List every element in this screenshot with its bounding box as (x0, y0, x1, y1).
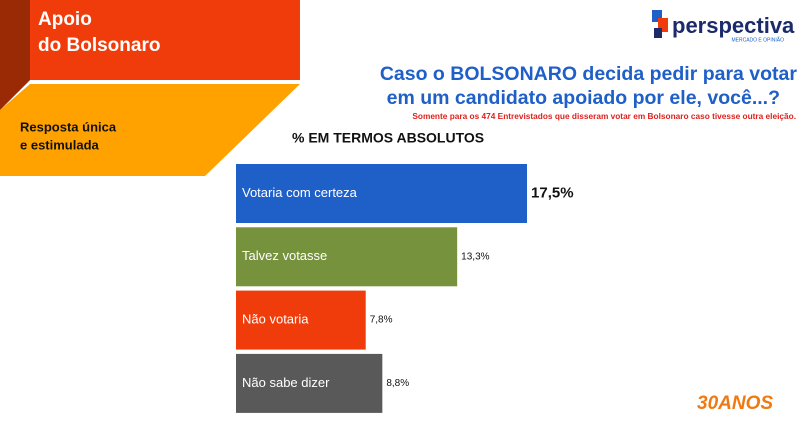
subtitle: Somente para os 474 Entrevistados que di… (412, 111, 796, 121)
logo-icon (654, 28, 662, 38)
bar (236, 290, 366, 350)
category-label: Não votaria (242, 312, 309, 327)
section-title: do Bolsonaro (38, 35, 160, 56)
section-note: Resposta única (20, 119, 117, 134)
header-block (0, 0, 300, 110)
brand: perspectiva (672, 13, 795, 38)
section-title: Apoio (38, 9, 92, 30)
category-label: Talvez votasse (242, 248, 327, 263)
header-shade (0, 0, 30, 110)
logo-icon (658, 18, 668, 32)
bar (236, 164, 528, 223)
axis-label: % EM TERMOS ABSOLUTOS (292, 130, 484, 146)
note-block (0, 84, 300, 176)
brand-tagline: MERCADO E OPINIÃO (731, 36, 784, 43)
bar (236, 353, 383, 413)
anniversary: 30ANOS (697, 393, 773, 414)
value-label: 8,8% (386, 378, 409, 389)
value-label: 17,5% (531, 184, 574, 201)
value-label: 7,8% (370, 315, 393, 326)
category-label: Votaria com certeza (242, 185, 358, 200)
logo-icon (652, 10, 662, 22)
section-note: e estimulada (20, 137, 100, 152)
chart-title: em um candidato apoiado por ele, você...… (387, 87, 780, 109)
category-label: Não sabe dizer (242, 375, 330, 390)
chart-title: Caso o BOLSONARO decida pedir para votar (380, 63, 798, 85)
value-label: 13,3% (461, 251, 489, 262)
bar (236, 227, 458, 287)
